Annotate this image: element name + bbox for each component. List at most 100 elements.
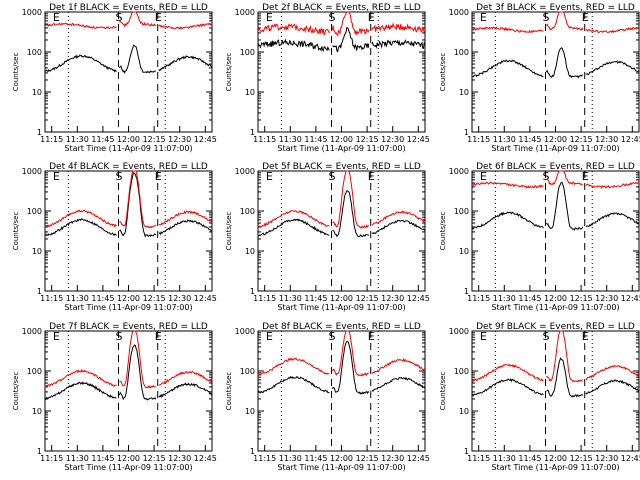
marker-label: E [53, 170, 60, 183]
marker-label: E [155, 170, 162, 183]
y-tick-label: 10 [459, 88, 469, 97]
x-tick-label: 12:45 [407, 454, 430, 463]
series-line-events [45, 344, 213, 401]
x-tick-label: 11:30 [279, 294, 302, 303]
plot-frame [471, 170, 640, 292]
y-tick-label: 100 [240, 207, 255, 216]
marker-label: E [582, 330, 589, 343]
y-axis-label: Counts/sec [12, 372, 20, 411]
chart-panel-1: Det 1f BLACK = Events, RED = LLD 1 10 100 10… [12, 3, 217, 153]
marker-label: S [328, 170, 335, 183]
x-tick-label: 12:15 [356, 135, 379, 144]
chart-panel-8: Det 8f BLACK = Events, RED = LLD 1 10 100 10… [225, 322, 430, 472]
x-tick-label: 12:45 [407, 294, 430, 303]
series-line-events [471, 357, 640, 398]
x-tick-label: 11:15 [40, 454, 63, 463]
x-tick-label: 11:45 [304, 294, 327, 303]
marker-label: S [328, 11, 335, 24]
x-tick-label: 12:30 [595, 294, 618, 303]
x-tick-label: 11:30 [66, 294, 89, 303]
y-tick-label: 10 [32, 407, 42, 416]
x-tick-label: 12:15 [356, 454, 379, 463]
x-tick-label: 12:00 [330, 454, 353, 463]
x-tick-label: 12:45 [194, 454, 217, 463]
marker-label: E [155, 330, 162, 343]
y-tick-label: 10 [245, 88, 255, 97]
marker-label: E [266, 330, 273, 343]
series-line-lld [471, 170, 640, 190]
y-tick-label: 1000 [22, 167, 42, 176]
x-tick-label: 12:45 [407, 135, 430, 144]
x-tick-label: 12:15 [570, 454, 593, 463]
marker-label: E [480, 11, 487, 24]
x-axis-label: Start Time (11-Apr-09 11:07:00) [277, 144, 405, 153]
y-tick-label: 100 [454, 48, 469, 57]
series-line-lld [471, 330, 639, 383]
x-tick-label: 11:45 [91, 454, 114, 463]
y-tick-label: 10 [32, 88, 42, 97]
marker-label: E [480, 330, 487, 343]
marker-label: S [115, 170, 122, 183]
x-axis-label: Start Time (11-Apr-09 11:07:00) [64, 463, 192, 472]
x-tick-label: 12:00 [330, 294, 353, 303]
x-axis-label: Start Time (11-Apr-09 11:07:00) [64, 144, 192, 153]
chart-title: Det 4f BLACK = Events, RED = LLD [49, 162, 208, 172]
x-axis-label: Start Time (11-Apr-09 11:07:00) [277, 463, 405, 472]
y-tick-label: 100 [454, 367, 469, 376]
x-tick-label: 12:45 [621, 135, 640, 144]
series-line-lld [257, 11, 426, 37]
x-tick-label: 11:30 [279, 454, 302, 463]
y-tick-label: 1000 [235, 327, 255, 336]
x-tick-label: 11:15 [467, 454, 490, 463]
series-line-lld [44, 170, 212, 229]
y-tick-label: 1000 [22, 8, 42, 17]
y-axis-label: Counts/sec [439, 53, 447, 92]
y-tick-label: 1 [250, 128, 255, 137]
y-tick-label: 10 [459, 407, 469, 416]
x-tick-label: 12:00 [117, 454, 140, 463]
marker-label: E [266, 11, 273, 24]
plot-frame [471, 11, 640, 133]
series-line-events [471, 47, 640, 79]
x-tick-label: 12:30 [381, 454, 404, 463]
chart-panel-4: Det 4f BLACK = Events, RED = LLD 1 10 100 10… [12, 162, 217, 312]
y-tick-label: 100 [240, 367, 255, 376]
y-tick-label: 1 [37, 287, 42, 296]
plot-frame [257, 170, 426, 292]
x-tick-label: 11:15 [253, 454, 276, 463]
marker-label: S [542, 170, 549, 183]
y-axis-label: Counts/sec [439, 372, 447, 411]
x-tick-label: 11:45 [91, 135, 114, 144]
y-axis-label: Counts/sec [225, 53, 233, 92]
y-tick-label: 1000 [235, 167, 255, 176]
x-tick-label: 12:00 [117, 294, 140, 303]
y-tick-label: 1 [464, 128, 469, 137]
x-tick-label: 12:30 [595, 135, 618, 144]
x-axis-label: Start Time (11-Apr-09 11:07:00) [491, 144, 619, 153]
chart-title: Det 8f BLACK = Events, RED = LLD [262, 322, 421, 332]
marker-label: E [155, 11, 162, 24]
y-tick-label: 1 [37, 447, 42, 456]
x-tick-label: 12:30 [168, 135, 191, 144]
marker-label: S [328, 330, 335, 343]
x-axis-label: Start Time (11-Apr-09 11:07:00) [491, 303, 619, 312]
x-tick-label: 11:30 [279, 135, 302, 144]
x-tick-label: 11:15 [467, 135, 490, 144]
chart-title: Det 6f BLACK = Events, RED = LLD [476, 162, 635, 172]
x-tick-label: 12:00 [544, 294, 567, 303]
y-tick-label: 1000 [449, 327, 469, 336]
chart-panel-6: Det 6f BLACK = Events, RED = LLD 1 10 100 10… [439, 162, 640, 312]
y-tick-label: 1 [464, 287, 469, 296]
marker-label: E [368, 11, 375, 24]
y-tick-label: 100 [454, 207, 469, 216]
marker-label: S [542, 11, 549, 24]
x-tick-label: 11:45 [518, 454, 541, 463]
y-tick-label: 1 [464, 447, 469, 456]
chart-title: Det 1f BLACK = Events, RED = LLD [49, 3, 208, 13]
series-line-lld [44, 330, 212, 389]
plot-frame [44, 170, 213, 292]
x-tick-label: 12:00 [544, 135, 567, 144]
x-tick-label: 12:45 [621, 294, 640, 303]
x-tick-label: 12:15 [143, 294, 166, 303]
y-tick-label: 10 [245, 407, 255, 416]
